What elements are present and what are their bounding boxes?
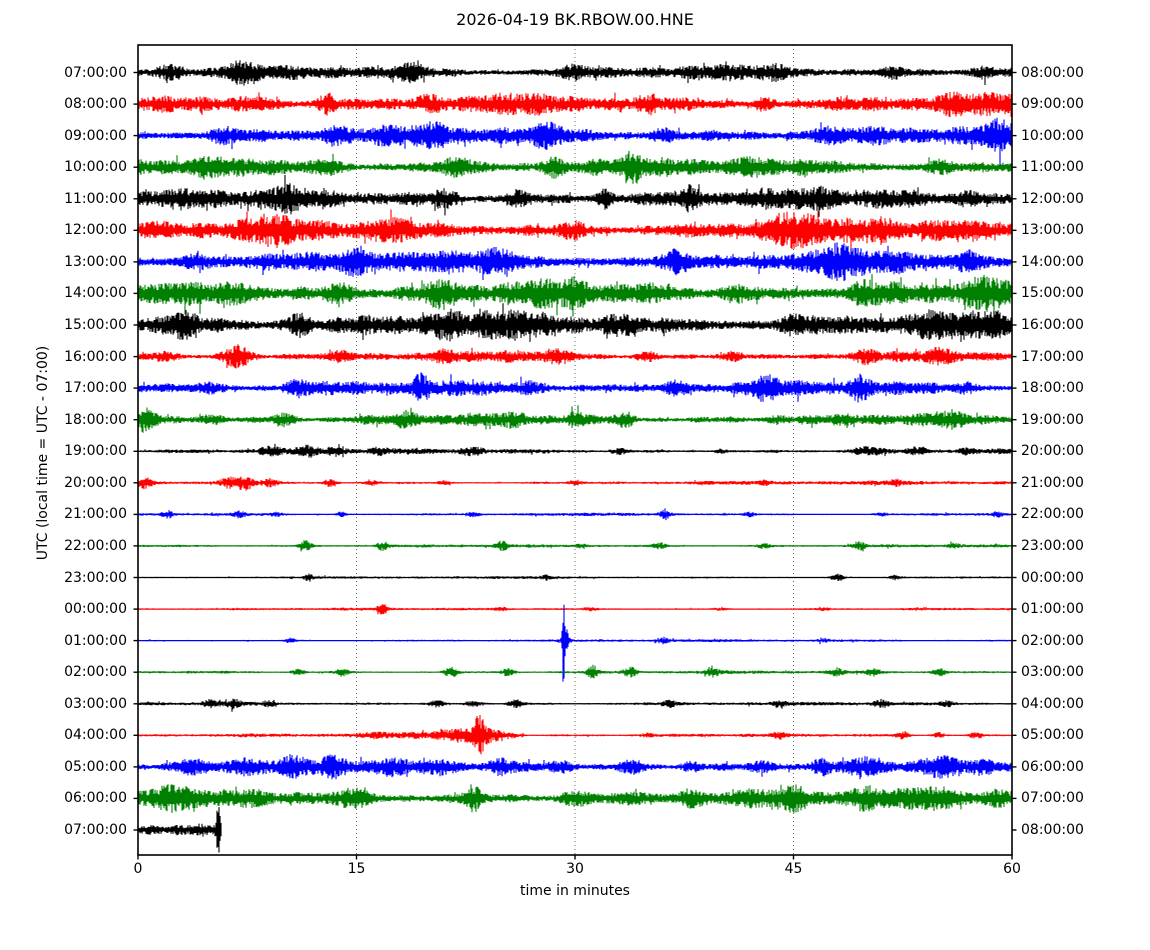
trace-row — [138, 443, 1012, 458]
row-end-time-label: 17:00:00 — [1021, 348, 1084, 365]
trace-row — [138, 476, 1012, 491]
utc-time-label: 19:00:00 — [64, 443, 127, 460]
utc-time-label: 12:00:00 — [64, 222, 127, 239]
x-tick-label: 30 — [566, 861, 584, 877]
trace-row — [138, 508, 1012, 521]
trace-row — [138, 807, 222, 853]
trace-row — [138, 604, 1012, 615]
row-end-time-label: 22:00:00 — [1021, 506, 1084, 523]
utc-time-label: 08:00:00 — [64, 96, 127, 113]
trace-row — [138, 274, 1012, 319]
row-end-time-label: 12:00:00 — [1021, 190, 1084, 207]
row-end-time-label: 15:00:00 — [1021, 285, 1084, 302]
utc-time-label: 04:00:00 — [64, 727, 127, 744]
utc-time-label: 01:00:00 — [64, 632, 127, 649]
utc-time-label: 21:00:00 — [64, 506, 127, 523]
utc-time-label: 07:00:00 — [64, 822, 127, 838]
trace-row — [138, 344, 1012, 369]
trace-row — [138, 60, 1012, 86]
trace-row — [138, 150, 1012, 184]
x-tick-label: 0 — [133, 861, 143, 877]
x-tick-label: 45 — [784, 861, 803, 877]
utc-time-label: 20:00:00 — [64, 474, 127, 491]
utc-time-label: 02:00:00 — [64, 664, 127, 681]
row-end-time-label: 06:00:00 — [1021, 758, 1084, 775]
utc-time-label: 23:00:00 — [64, 569, 127, 586]
utc-time-label: 09:00:00 — [64, 127, 127, 144]
x-tick-label: 15 — [347, 861, 366, 877]
row-end-time-label: 03:00:00 — [1021, 664, 1084, 681]
trace-row — [138, 209, 1012, 251]
row-end-time-label: 11:00:00 — [1021, 159, 1084, 176]
trace-row — [138, 117, 1012, 166]
x-axis-label: time in minutes — [520, 883, 630, 899]
row-end-time-label: 09:00:00 — [1021, 96, 1084, 113]
row-end-time-label: 18:00:00 — [1021, 380, 1084, 397]
utc-time-label: 17:00:00 — [64, 380, 127, 397]
row-end-time-label: 07:00:00 — [1021, 790, 1084, 807]
row-end-time-label: 02:00:00 — [1021, 632, 1084, 649]
utc-time-label: 15:00:00 — [64, 317, 127, 333]
row-end-time-label: 21:00:00 — [1021, 474, 1084, 491]
utc-time-label: 11:00:00 — [64, 190, 127, 207]
x-tick-label: 60 — [1003, 861, 1021, 877]
utc-time-label: 07:00:00 — [64, 64, 127, 81]
row-end-time-label: 13:00:00 — [1021, 222, 1084, 239]
trace-row — [138, 698, 1012, 712]
trace-row — [138, 754, 1012, 780]
utc-time-label: 22:00:00 — [64, 537, 127, 554]
utc-time-label: 14:00:00 — [64, 285, 127, 302]
row-end-time-label: 04:00:00 — [1021, 695, 1084, 712]
trace-row — [138, 303, 1012, 342]
utc-time-label: 05:00:00 — [64, 758, 127, 775]
row-end-time-label: 20:00:00 — [1021, 443, 1084, 460]
trace-row — [138, 664, 1012, 679]
trace-row — [138, 784, 1012, 813]
utc-time-label: 10:00:00 — [64, 159, 127, 176]
trace-row — [138, 715, 1012, 755]
trace-row — [138, 91, 1012, 117]
row-end-time-label: 23:00:00 — [1021, 537, 1084, 554]
row-end-time-label: 14:00:00 — [1021, 253, 1084, 270]
trace-row — [138, 372, 1012, 403]
utc-time-label: 18:00:00 — [64, 411, 127, 428]
utc-time-label: 06:00:00 — [64, 790, 127, 807]
trace-row — [138, 573, 1012, 582]
utc-time-label: 16:00:00 — [64, 348, 127, 365]
utc-time-label: 03:00:00 — [64, 695, 127, 712]
utc-time-label: 13:00:00 — [64, 253, 127, 270]
trace-row — [138, 175, 1012, 217]
row-end-time-label: 16:00:00 — [1021, 317, 1084, 333]
utc-time-label: 00:00:00 — [64, 601, 127, 618]
row-end-time-label: 00:00:00 — [1021, 569, 1084, 586]
trace-row — [138, 242, 1012, 281]
row-end-time-label: 10:00:00 — [1021, 127, 1084, 144]
row-end-time-label: 19:00:00 — [1021, 411, 1084, 428]
row-end-time-label: 08:00:00 — [1021, 64, 1084, 81]
row-end-time-label: 05:00:00 — [1021, 727, 1084, 744]
trace-row — [138, 604, 1012, 682]
trace-row — [138, 540, 1012, 552]
row-end-time-label: 01:00:00 — [1021, 601, 1084, 618]
row-end-time-label: 08:00:00 — [1021, 822, 1084, 838]
plot-title: 2026-04-19 BK.RBOW.00.HNE — [456, 10, 694, 29]
trace-row — [138, 405, 1012, 433]
